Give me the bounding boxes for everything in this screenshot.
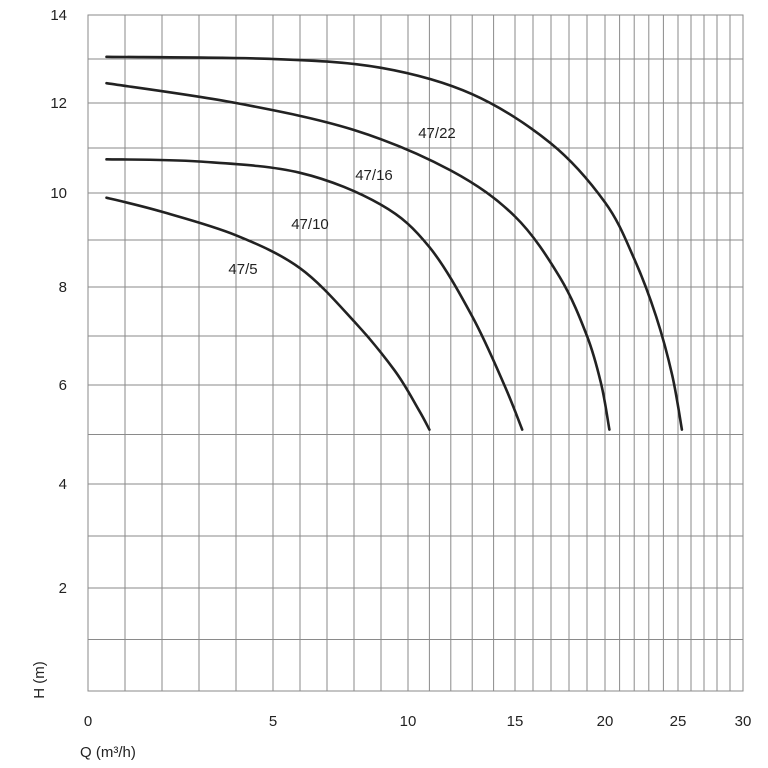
y-tick-labels: 2 4 6 8 10 12 14 [50,7,67,597]
series-label: 47/10 [291,216,329,233]
x-tick-label: 10 [400,713,417,730]
x-tick-label: 15 [507,713,524,730]
series-label: 47/22 [418,125,456,142]
y-tick-label: 6 [59,377,67,394]
x-tick-labels: 0 5 10 15 20 25 30 [84,713,752,730]
x-tick-label: 30 [735,713,752,730]
x-tick-label: 0 [84,713,92,730]
series-line-47-22 [105,55,684,431]
series-label: 47/5 [228,261,257,278]
plot-frame [87,14,744,692]
x-tick-label: 25 [670,713,687,730]
y-tick-label: 8 [59,279,67,296]
series-line-47-10 [105,158,524,431]
y-tick-label: 14 [50,7,67,24]
y-tick-label: 10 [50,185,67,202]
x-tick-label: 20 [597,713,614,730]
series-line-47-5 [105,196,431,431]
series-line-47-16 [105,81,611,431]
y-axis-label: H (m) [31,661,48,699]
x-axis-label: Q (m³/h) [80,744,136,761]
x-tick-label: 5 [269,713,277,730]
curves [105,55,684,431]
y-tick-label: 12 [50,95,67,112]
y-tick-label: 4 [59,476,67,493]
series-labels: 47/5 47/10 47/16 47/22 [228,125,455,278]
grid [88,15,743,691]
y-tick-label: 2 [59,580,67,597]
series-label: 47/16 [355,167,393,184]
